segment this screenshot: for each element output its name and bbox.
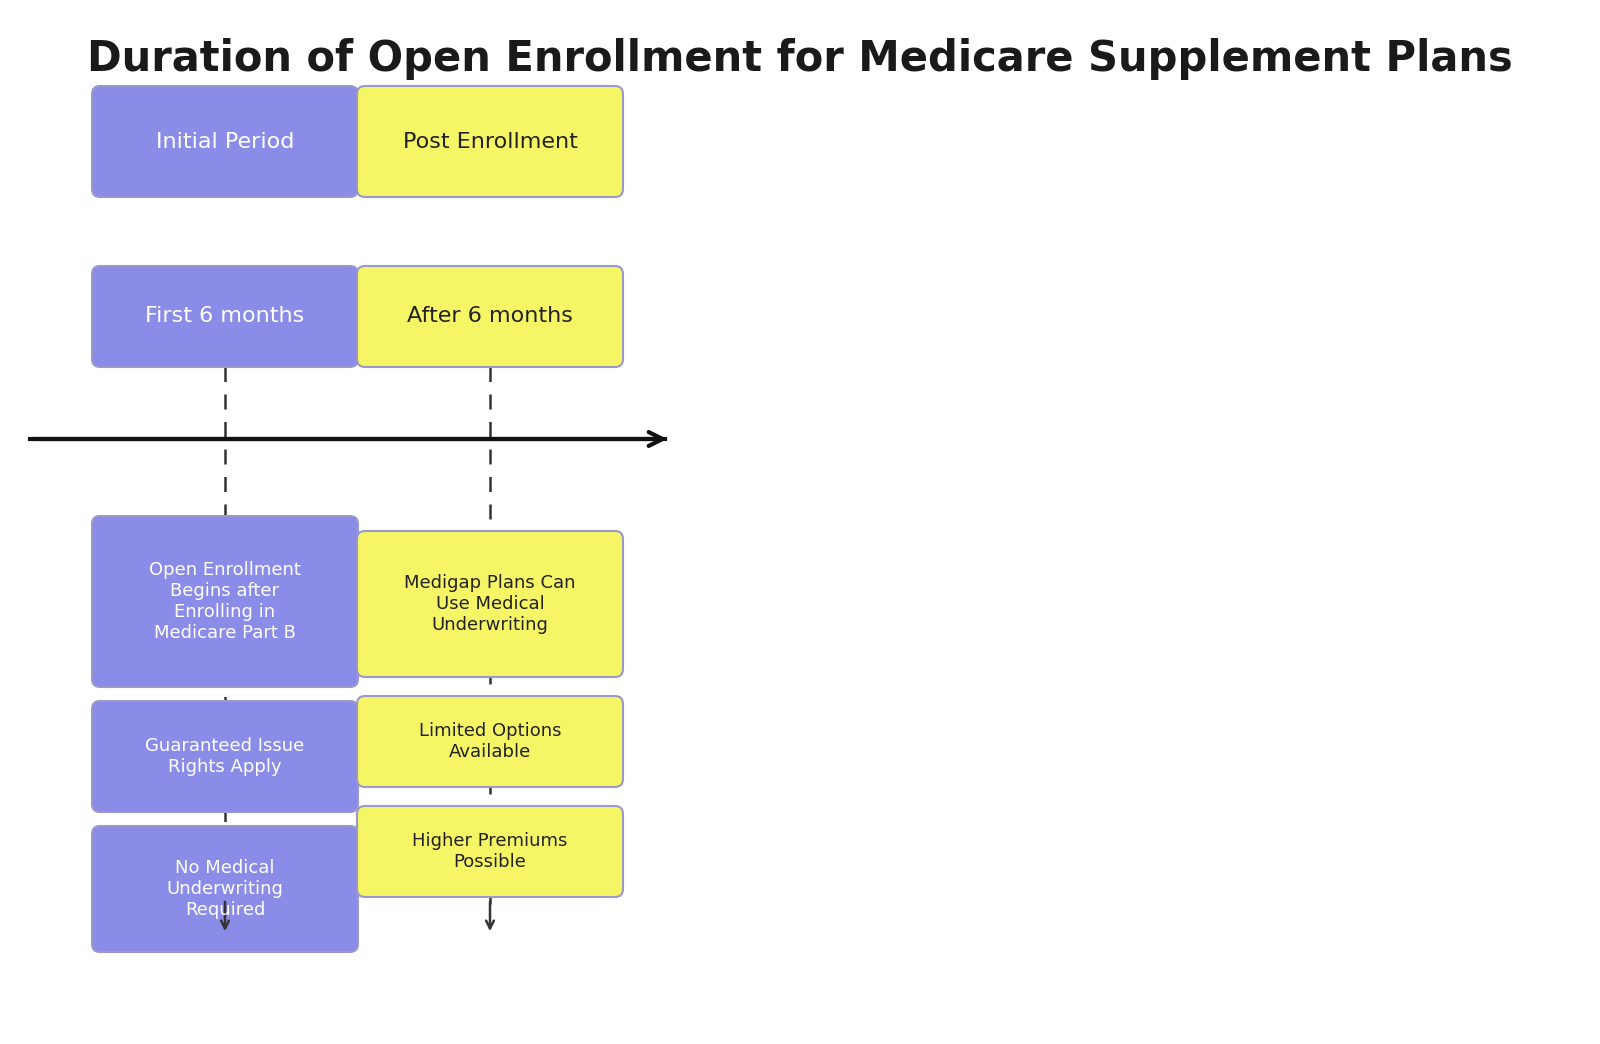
Text: Initial Period: Initial Period <box>155 132 294 151</box>
Text: Higher Premiums
Possible: Higher Premiums Possible <box>413 832 568 871</box>
FancyBboxPatch shape <box>357 531 622 677</box>
Text: Duration of Open Enrollment for Medicare Supplement Plans: Duration of Open Enrollment for Medicare… <box>86 38 1514 80</box>
FancyBboxPatch shape <box>357 696 622 787</box>
FancyBboxPatch shape <box>357 86 622 197</box>
Text: After 6 months: After 6 months <box>406 307 573 327</box>
FancyBboxPatch shape <box>357 806 622 897</box>
FancyBboxPatch shape <box>93 266 358 367</box>
FancyBboxPatch shape <box>93 701 358 812</box>
FancyBboxPatch shape <box>93 86 358 197</box>
Text: First 6 months: First 6 months <box>146 307 304 327</box>
FancyBboxPatch shape <box>93 826 358 952</box>
Text: Post Enrollment: Post Enrollment <box>403 132 578 151</box>
Text: Open Enrollment
Begins after
Enrolling in
Medicare Part B: Open Enrollment Begins after Enrolling i… <box>149 562 301 642</box>
Text: Medigap Plans Can
Use Medical
Underwriting: Medigap Plans Can Use Medical Underwriti… <box>405 574 576 634</box>
FancyBboxPatch shape <box>357 266 622 367</box>
Text: Limited Options
Available: Limited Options Available <box>419 722 562 761</box>
Text: No Medical
Underwriting
Required: No Medical Underwriting Required <box>166 859 283 919</box>
FancyBboxPatch shape <box>93 516 358 687</box>
Text: Guaranteed Issue
Rights Apply: Guaranteed Issue Rights Apply <box>146 737 304 776</box>
